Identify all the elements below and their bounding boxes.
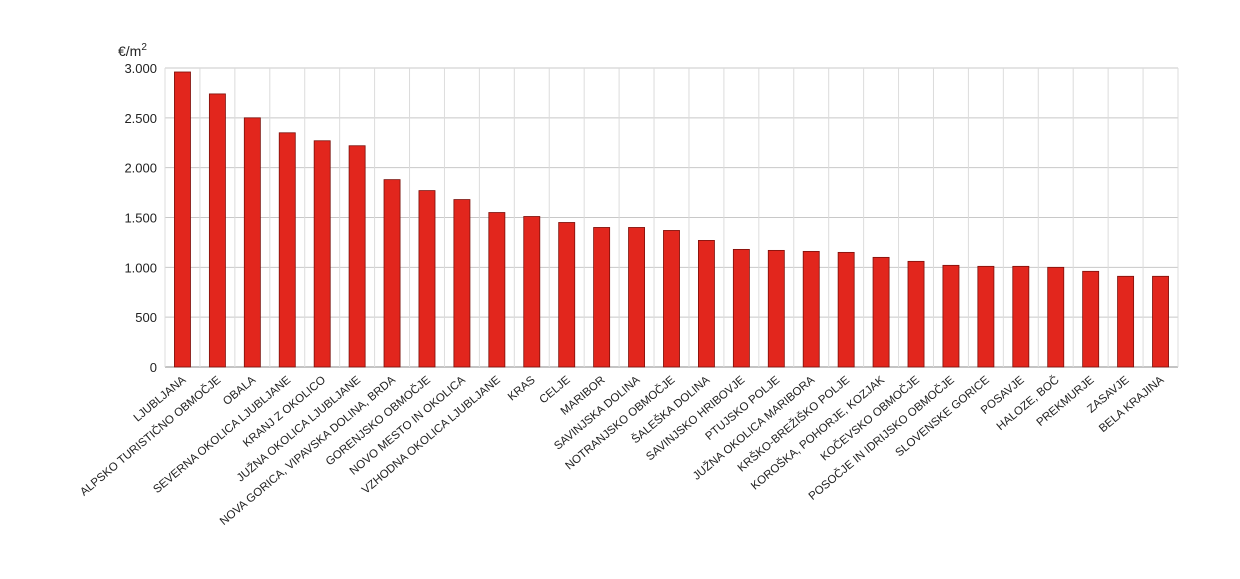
- bar: [1082, 270, 1100, 368]
- bar: [663, 230, 680, 368]
- bar: [907, 260, 925, 368]
- x-tick-label: JUŽNA OKOLICA LJUBLJANE: [234, 373, 363, 484]
- bar: [418, 190, 436, 368]
- bar: [593, 227, 611, 368]
- y-tick-label: 0: [150, 360, 157, 375]
- bar: [942, 264, 960, 368]
- bar: [558, 222, 576, 368]
- y-tick-label: 2.000: [124, 161, 157, 176]
- y-axis-ticks: 0 500 1.000 1.500 2.000 2.500 3.000: [124, 61, 157, 375]
- bar: [243, 117, 261, 368]
- x-tick-label: KRAS: [506, 374, 538, 404]
- bar: [732, 248, 750, 368]
- gridlines: [164, 67, 1179, 368]
- bar: [1047, 266, 1065, 368]
- y-tick-label: 2.500: [124, 111, 157, 126]
- bar: [767, 249, 785, 368]
- bar: [453, 199, 471, 368]
- bar: [1117, 275, 1135, 368]
- x-tick-label: HALOZE, BOČ: [994, 373, 1062, 433]
- bar: [348, 145, 366, 368]
- bar: [802, 250, 820, 368]
- y-tick-label: 1.500: [124, 211, 157, 226]
- bar: [697, 240, 715, 368]
- bar: [837, 251, 855, 368]
- bar: [523, 216, 541, 368]
- bars: [174, 71, 1169, 368]
- x-tick-label: ALPSKO TURISTIČNO OBMOČJE: [78, 373, 224, 498]
- y-axis-unit: €/m: [118, 43, 141, 59]
- bar: [208, 93, 226, 368]
- bar: [383, 179, 401, 368]
- y-tick-label: 500: [135, 310, 157, 325]
- bar: [872, 256, 890, 368]
- y-tick-label: 1.000: [124, 260, 157, 275]
- bar: [1152, 275, 1169, 368]
- bar: [628, 227, 646, 368]
- bar: [1012, 265, 1030, 368]
- bar: [278, 132, 296, 368]
- x-tick-label: BELA KRAJINA: [1097, 374, 1167, 435]
- bar: [313, 140, 331, 368]
- y-axis-unit-superscript: 2: [141, 42, 147, 53]
- bar: [977, 265, 995, 368]
- bar: [488, 212, 506, 368]
- y-axis-label: €/m2: [118, 42, 147, 59]
- bar: [174, 71, 191, 368]
- y-tick-label: 3.000: [124, 61, 157, 76]
